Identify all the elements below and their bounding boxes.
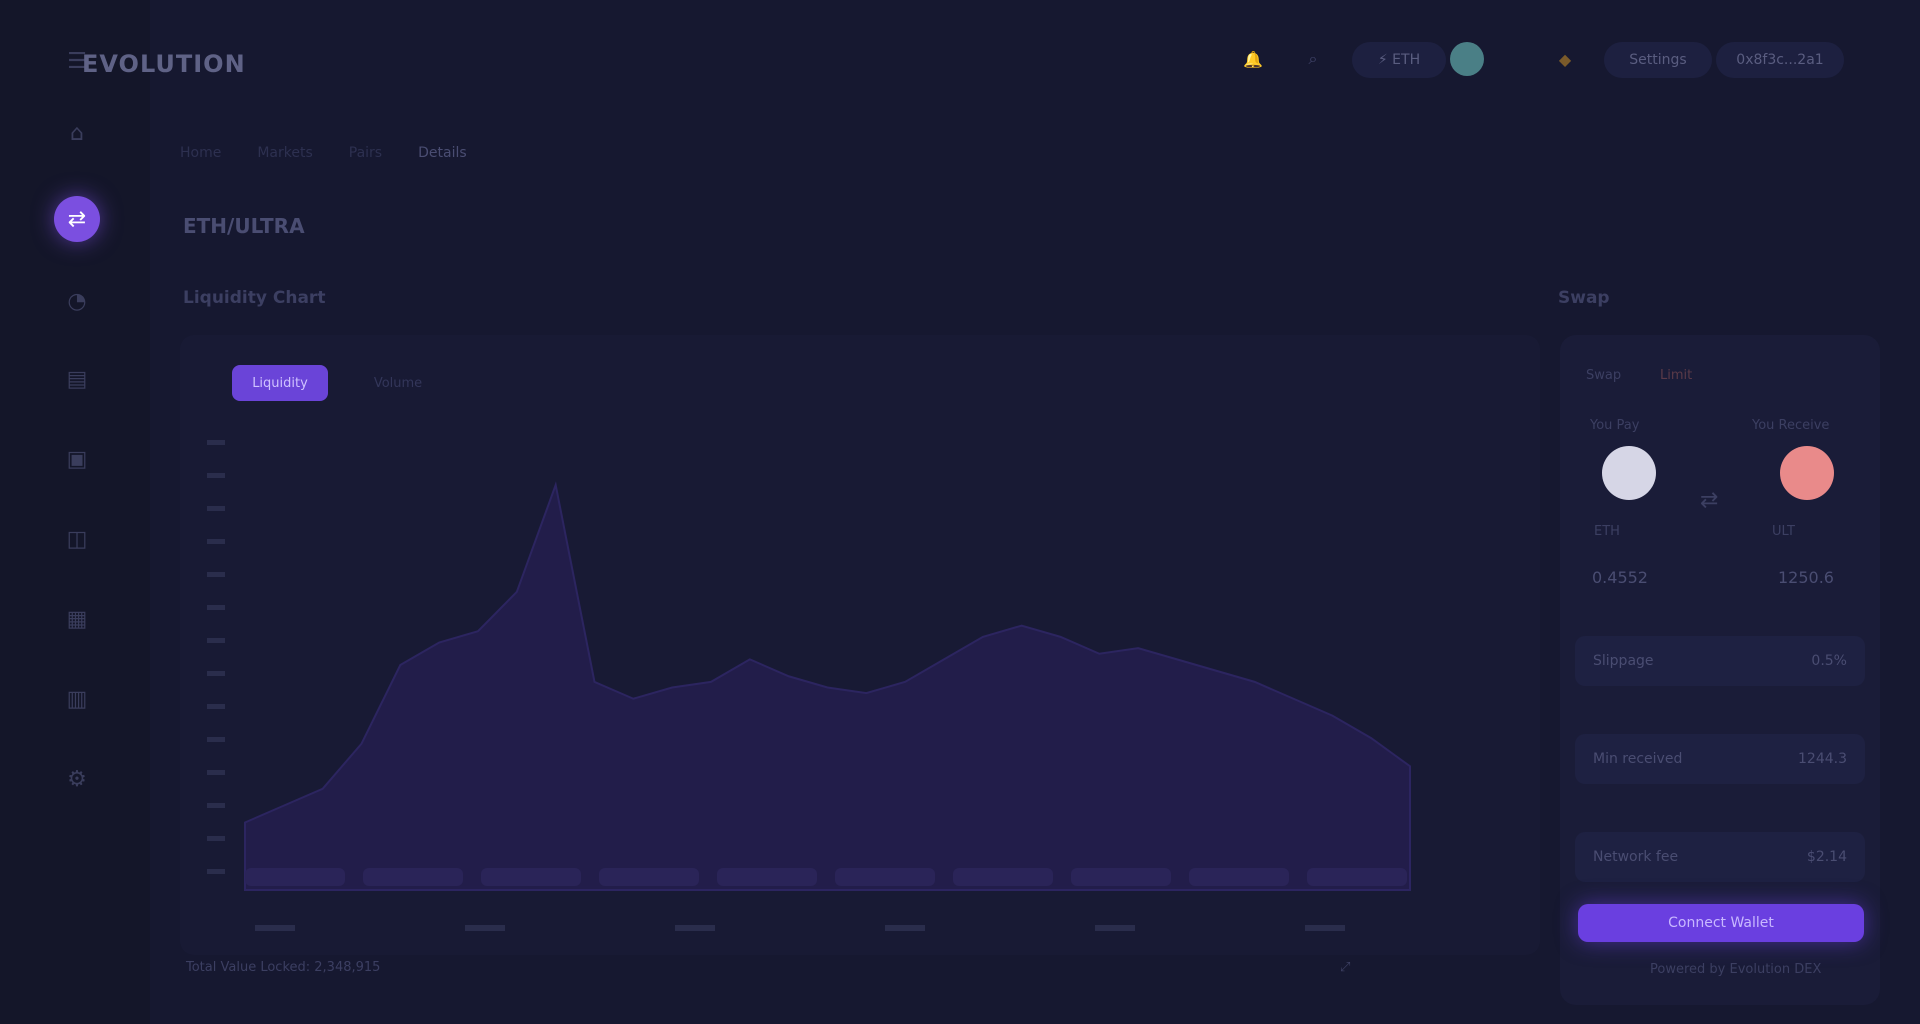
swap-section-title: Swap [1558,288,1610,308]
tab-liquidity[interactable]: Liquidity [232,365,328,401]
volume-bar [953,868,1053,886]
y-tick [207,770,225,775]
volume-bar [1071,868,1171,886]
x-tick [675,925,715,931]
network-fee-label: Network fee [1593,849,1679,865]
volume-bar [599,868,699,886]
breadcrumb: Home Markets Pairs Details [180,145,467,161]
grid-icon[interactable]: ▦ [66,606,88,632]
from-symbol: ETH [1594,524,1620,539]
chart-icon[interactable]: ▤ [66,366,88,392]
volume-bar [363,868,463,886]
x-tick [1305,925,1345,931]
y-tick [207,638,225,643]
y-tick [207,836,225,841]
swap-tab[interactable]: Swap [1586,368,1622,383]
page-title: ETH/ULTRA [183,214,305,238]
connect-wallet-button[interactable]: Connect Wallet [1578,904,1864,942]
volume-bar [1189,868,1289,886]
chart-section-title: Liquidity Chart [183,288,326,308]
y-tick [207,440,225,445]
liquidity-chart [207,440,1411,931]
y-tick [207,704,225,709]
network-fee-value: $2.14 [1806,849,1847,865]
to-token-icon[interactable] [1780,446,1834,500]
x-tick [255,925,295,931]
menu-icon[interactable]: ☰ [67,48,87,74]
y-tick [207,605,225,610]
fire-icon[interactable]: ◆ [1558,49,1572,69]
min-received-value: 1244.3 [1798,751,1847,767]
swap-nav-icon[interactable]: ⇄ [54,196,100,242]
wallet-icon[interactable]: ▣ [66,446,88,472]
slippage-row[interactable]: Slippage 0.5% [1575,636,1865,686]
to-label: You Receive [1752,418,1830,433]
x-tick [1095,925,1135,931]
breadcrumb-item[interactable]: Pairs [348,145,383,161]
settings-nav-icon[interactable]: ⚙ [67,766,87,792]
docs-icon[interactable]: ▥ [66,686,88,712]
volume-bar [835,868,935,886]
breadcrumb-current: Details [418,145,467,161]
stats-icon[interactable]: ◫ [66,526,88,552]
volume-bar [1307,868,1407,886]
token-avatar[interactable] [1450,42,1484,76]
breadcrumb-item[interactable]: Markets [257,145,313,161]
y-tick [207,869,225,874]
pool-icon[interactable]: ◔ [67,288,87,314]
min-received-row: Min received 1244.3 [1575,734,1865,784]
x-tick [465,925,505,931]
expand-icon[interactable]: ⤢ [1340,960,1351,975]
y-tick [207,671,225,676]
y-tick [207,473,225,478]
min-received-label: Min received [1593,751,1683,767]
volume-bar [481,868,581,886]
volume-bar [245,868,345,886]
swap-arrow-icon[interactable]: ⇄ [1700,488,1719,513]
home-icon[interactable]: ⌂ [70,120,84,146]
settings-pill[interactable]: Settings [1604,42,1712,78]
limit-tab[interactable]: Limit [1660,368,1693,383]
from-label: You Pay [1590,418,1640,433]
y-tick [207,539,225,544]
search-icon[interactable]: ⌕ [1308,49,1318,68]
network-fee-row: Network fee $2.14 [1575,832,1865,882]
y-tick [207,572,225,577]
volume-bar [717,868,817,886]
to-amount[interactable]: 1250.6 [1778,568,1834,587]
chart-footer: Total Value Locked: 2,348,915 [186,960,381,975]
wallet-pill[interactable]: 0x8f3c...2a1 [1716,42,1844,78]
y-tick [207,737,225,742]
network-pill[interactable]: ⚡ ETH [1352,42,1446,78]
breadcrumb-item[interactable]: Home [180,145,222,161]
notification-icon[interactable]: 🔔 [1243,49,1263,69]
app-logo[interactable]: EVOLUTION [82,50,246,78]
from-token-icon[interactable] [1602,446,1656,500]
to-symbol: ULT [1772,524,1795,539]
liquidity-area [244,481,1411,891]
x-tick [885,925,925,931]
tab-volume[interactable]: Volume [373,375,423,391]
slippage-label: Slippage [1593,653,1654,669]
y-tick [207,803,225,808]
slippage-value: 0.5% [1811,653,1847,669]
y-tick [207,506,225,511]
sidebar: ☰ ⌂ ⇄ ◔ ▤ ▣ ◫ ▦ ▥ ⚙ [0,0,150,1024]
from-amount[interactable]: 0.4552 [1592,568,1648,587]
powered-note: Powered by Evolution DEX [1650,962,1822,977]
